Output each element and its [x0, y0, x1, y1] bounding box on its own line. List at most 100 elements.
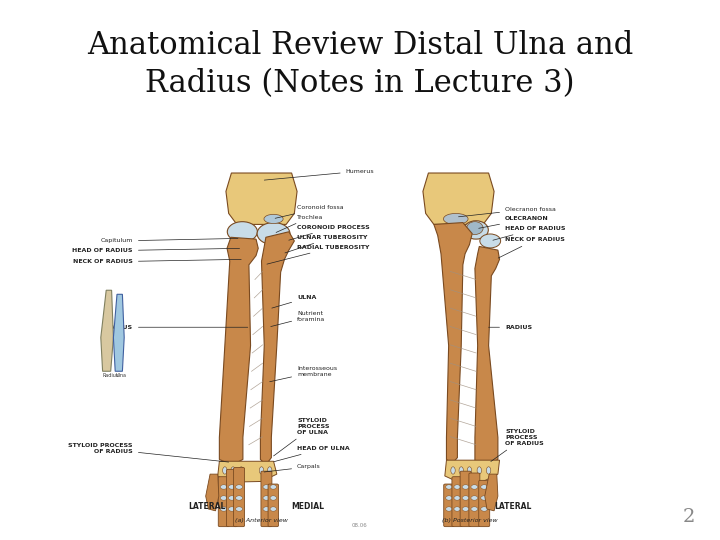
- Text: HEAD OF ULNA: HEAD OF ULNA: [274, 446, 350, 462]
- Ellipse shape: [446, 485, 452, 489]
- Ellipse shape: [228, 485, 235, 489]
- Text: NECK OF RADIUS: NECK OF RADIUS: [73, 259, 241, 265]
- Text: HEAD OF RADIUS: HEAD OF RADIUS: [493, 226, 565, 240]
- Polygon shape: [226, 173, 297, 225]
- FancyBboxPatch shape: [227, 469, 238, 526]
- Text: (a) Anterior view: (a) Anterior view: [235, 518, 288, 523]
- Ellipse shape: [220, 485, 228, 489]
- Ellipse shape: [454, 485, 460, 489]
- Text: Nutrient
foramina: Nutrient foramina: [271, 311, 325, 327]
- Text: (b) Posterior view: (b) Posterior view: [441, 518, 498, 523]
- Text: RADIUS: RADIUS: [106, 325, 248, 330]
- Ellipse shape: [462, 485, 469, 489]
- Text: Interosseous
membrane: Interosseous membrane: [270, 366, 337, 382]
- Text: CORONOID PROCESS: CORONOID PROCESS: [289, 225, 370, 240]
- Text: Ulna: Ulna: [115, 373, 126, 377]
- Ellipse shape: [231, 467, 235, 474]
- Polygon shape: [217, 461, 276, 482]
- Text: 2: 2: [683, 509, 695, 526]
- Text: RADIUS: RADIUS: [489, 325, 532, 330]
- Polygon shape: [114, 294, 125, 372]
- Ellipse shape: [454, 496, 460, 500]
- Ellipse shape: [228, 507, 235, 511]
- Text: NECK OF RADIUS: NECK OF RADIUS: [498, 238, 565, 258]
- FancyBboxPatch shape: [460, 471, 471, 526]
- Polygon shape: [445, 460, 500, 482]
- Ellipse shape: [263, 485, 270, 489]
- Text: STYLOID PROCESS
OF RADIUS: STYLOID PROCESS OF RADIUS: [68, 443, 229, 462]
- Ellipse shape: [462, 496, 469, 500]
- Text: OLECRANON: OLECRANON: [479, 217, 549, 228]
- Polygon shape: [475, 246, 500, 466]
- Ellipse shape: [235, 507, 243, 511]
- FancyBboxPatch shape: [444, 484, 454, 526]
- Ellipse shape: [481, 496, 487, 500]
- Ellipse shape: [268, 467, 272, 474]
- Ellipse shape: [477, 467, 482, 474]
- Ellipse shape: [446, 507, 452, 511]
- Ellipse shape: [222, 467, 227, 474]
- Ellipse shape: [270, 507, 276, 511]
- Text: Radius (Notes in Lecture 3): Radius (Notes in Lecture 3): [145, 68, 575, 99]
- Ellipse shape: [487, 467, 491, 474]
- Ellipse shape: [270, 496, 276, 500]
- Ellipse shape: [228, 496, 235, 500]
- Text: ULNAR TUBEROSITY: ULNAR TUBEROSITY: [285, 235, 368, 253]
- Polygon shape: [423, 173, 494, 225]
- Ellipse shape: [471, 507, 478, 511]
- Ellipse shape: [263, 507, 270, 511]
- Ellipse shape: [270, 485, 276, 489]
- FancyBboxPatch shape: [233, 468, 245, 526]
- Text: ULNA: ULNA: [272, 295, 317, 308]
- Ellipse shape: [459, 467, 464, 474]
- FancyBboxPatch shape: [479, 481, 490, 526]
- Text: Humerus: Humerus: [264, 168, 374, 180]
- Ellipse shape: [454, 507, 460, 511]
- Polygon shape: [206, 474, 219, 511]
- Ellipse shape: [471, 485, 478, 489]
- Text: STYLOID
PROCESS
OF ULNA: STYLOID PROCESS OF ULNA: [274, 418, 330, 456]
- Ellipse shape: [462, 507, 469, 511]
- Ellipse shape: [235, 485, 243, 489]
- Ellipse shape: [467, 221, 483, 234]
- FancyBboxPatch shape: [452, 477, 462, 526]
- Text: HEAD OF RADIUS: HEAD OF RADIUS: [73, 248, 240, 253]
- Polygon shape: [485, 474, 498, 511]
- Polygon shape: [434, 222, 472, 464]
- Text: MEDIAL: MEDIAL: [292, 502, 325, 511]
- Text: LATERAL: LATERAL: [495, 502, 532, 511]
- Text: LATERAL: LATERAL: [188, 502, 225, 511]
- Ellipse shape: [228, 221, 258, 242]
- Polygon shape: [101, 291, 114, 372]
- Ellipse shape: [481, 507, 487, 511]
- Ellipse shape: [480, 234, 500, 248]
- FancyBboxPatch shape: [469, 473, 480, 526]
- Ellipse shape: [481, 485, 487, 489]
- Text: Coronoid fossa: Coronoid fossa: [275, 205, 343, 218]
- Ellipse shape: [220, 507, 228, 511]
- Ellipse shape: [257, 222, 290, 245]
- Ellipse shape: [467, 467, 472, 474]
- Text: 08.06: 08.06: [352, 523, 368, 528]
- FancyBboxPatch shape: [218, 477, 229, 526]
- Text: STYLOID
PROCESS
OF RADIUS: STYLOID PROCESS OF RADIUS: [491, 429, 544, 462]
- Text: Trochlea: Trochlea: [276, 214, 323, 232]
- Text: Anatomical Review Distal Ulna and: Anatomical Review Distal Ulna and: [87, 30, 633, 62]
- Ellipse shape: [471, 496, 478, 500]
- Polygon shape: [220, 237, 258, 465]
- Ellipse shape: [239, 467, 243, 474]
- FancyBboxPatch shape: [268, 484, 279, 526]
- FancyBboxPatch shape: [261, 471, 272, 526]
- Ellipse shape: [446, 496, 452, 500]
- Ellipse shape: [263, 496, 270, 500]
- Ellipse shape: [235, 496, 243, 500]
- Text: Radius: Radius: [102, 373, 119, 377]
- Ellipse shape: [451, 467, 455, 474]
- Ellipse shape: [264, 214, 283, 224]
- Ellipse shape: [220, 496, 228, 500]
- Text: RADIAL TUBEROSITY: RADIAL TUBEROSITY: [267, 245, 369, 264]
- Text: Olecranon fossa: Olecranon fossa: [459, 206, 556, 217]
- Text: Carpals: Carpals: [264, 464, 321, 472]
- Polygon shape: [261, 232, 294, 465]
- Text: Capitulum: Capitulum: [101, 239, 238, 244]
